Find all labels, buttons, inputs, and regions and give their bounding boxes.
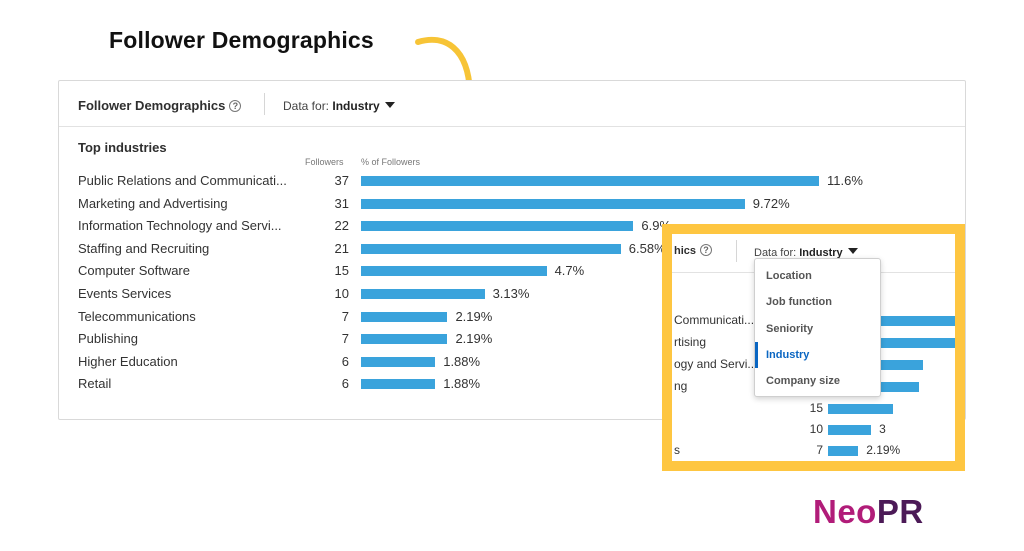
zoom-follower-count: 15 bbox=[809, 401, 823, 415]
follower-count: 7 bbox=[341, 331, 349, 347]
zoom-header-divider bbox=[736, 240, 737, 262]
follower-count: 6 bbox=[341, 353, 349, 369]
zoom-industry-name: rtising bbox=[674, 335, 707, 349]
zoom-percent-bar bbox=[828, 338, 955, 348]
percent-bar bbox=[361, 356, 436, 367]
percent-label: 2.19% bbox=[455, 331, 493, 347]
menu-option-seniority[interactable]: Seniority bbox=[766, 322, 814, 335]
follower-count: 31 bbox=[334, 195, 349, 211]
neopr-logo: NeoPR bbox=[813, 494, 924, 530]
zoom-industry-name: ng bbox=[674, 379, 688, 393]
follower-count: 15 bbox=[334, 263, 349, 279]
data-for-dropdown[interactable]: Data for: Industry bbox=[283, 99, 395, 113]
zoom-industry-row: rtising bbox=[672, 335, 955, 351]
percent-label: 4.7% bbox=[554, 263, 585, 279]
zoom-percent-bar bbox=[828, 404, 893, 414]
industry-name: Higher Education bbox=[78, 353, 178, 369]
data-for-value: Industry bbox=[332, 99, 380, 113]
percent-bar bbox=[361, 176, 819, 186]
industry-row: Publishing 7 2.19% bbox=[59, 331, 959, 347]
zoom-percent-label: 3 bbox=[879, 422, 886, 436]
zoom-industry-name: Communicati... bbox=[674, 313, 755, 327]
logo-pr: PR bbox=[876, 493, 924, 530]
follower-count: 7 bbox=[341, 308, 349, 324]
zoom-percent-bar bbox=[828, 446, 859, 456]
zoom-percent-bar bbox=[828, 425, 872, 435]
card-header: Follower Demographics? Data for: Industr… bbox=[59, 81, 965, 127]
percent-label: 6.58% bbox=[628, 240, 666, 256]
industry-name: Staffing and Recruiting bbox=[78, 240, 210, 256]
menu-option-location[interactable]: Location bbox=[766, 270, 812, 282]
data-for-label: Data for: bbox=[283, 99, 330, 113]
section-title: Top industries bbox=[78, 140, 167, 155]
industry-row: Staffing and Recruiting 21 6.58% bbox=[59, 241, 959, 257]
industry-name: Telecommunications bbox=[78, 308, 196, 324]
follower-count: 6 bbox=[341, 376, 349, 392]
industry-row: Computer Software 15 4.7% bbox=[59, 263, 959, 279]
industry-name: Events Services bbox=[78, 286, 172, 301]
industry-row: Higher Education 6 1.88% bbox=[59, 354, 959, 370]
zoom-industry-row: s 7 2.19% bbox=[672, 443, 955, 459]
zoom-follower-count: 10 bbox=[809, 422, 823, 436]
logo-neo: Neo bbox=[813, 493, 877, 530]
zoom-title-text: hics bbox=[674, 245, 697, 257]
industry-row: Telecommunications 7 2.19% bbox=[59, 309, 959, 325]
data-for-menu: Location Job function Seniority Industry Com… bbox=[754, 258, 881, 397]
percent-bar bbox=[361, 266, 547, 277]
card-title-text: Follower Demographics bbox=[78, 98, 226, 113]
caret-down-icon bbox=[384, 102, 395, 108]
percent-label: 11.6% bbox=[827, 173, 863, 188]
followers-column-header: Followers bbox=[305, 157, 344, 167]
percent-bar bbox=[361, 379, 436, 390]
menu-option-company-size[interactable]: Company size bbox=[766, 375, 840, 388]
zoom-industry-row: Communicati... bbox=[672, 313, 955, 329]
zoom-data-for-label: Data for: bbox=[754, 247, 797, 259]
industry-name: Publishing bbox=[78, 331, 138, 347]
zoom-percent-label: 2.19% bbox=[866, 443, 901, 457]
percent-bar bbox=[361, 334, 448, 345]
percent-bar bbox=[361, 221, 634, 232]
zoom-follower-count: 7 bbox=[816, 443, 823, 457]
zoom-percent-bar bbox=[828, 316, 955, 326]
percent-bar bbox=[361, 243, 621, 254]
menu-option-job-function[interactable]: Job function bbox=[766, 296, 832, 309]
industry-row: Marketing and Advertising 31 9.72% bbox=[59, 196, 959, 212]
card-title: Follower Demographics? bbox=[78, 98, 242, 113]
industry-name: Retail bbox=[78, 376, 112, 392]
percent-label: 1.88% bbox=[443, 376, 481, 392]
zoom-industry-name: ogy and Servi... bbox=[674, 357, 758, 371]
zoom-industry-name: s bbox=[674, 443, 680, 457]
zoom-data-for-dropdown[interactable]: Data for: Industry bbox=[754, 247, 858, 259]
follower-count: 10 bbox=[334, 286, 349, 301]
percent-label: 1.88% bbox=[443, 353, 481, 369]
follower-count: 21 bbox=[334, 240, 349, 256]
percent-bar bbox=[361, 198, 745, 209]
industry-row: Events Services 10 3.13% bbox=[59, 286, 959, 302]
zoom-help-icon[interactable]: ? bbox=[700, 244, 713, 256]
industry-name: Public Relations and Communicati... bbox=[78, 173, 287, 188]
header-divider bbox=[264, 93, 265, 115]
follower-count: 37 bbox=[334, 173, 349, 188]
pct-column-header: % of Followers bbox=[361, 157, 421, 167]
percent-bar bbox=[361, 289, 485, 299]
industry-name: Marketing and Advertising bbox=[78, 195, 228, 211]
percent-bar bbox=[361, 311, 448, 322]
percent-label: 2.19% bbox=[455, 308, 493, 324]
industry-row: Public Relations and Communicati... 37 11.… bbox=[59, 173, 959, 189]
headline: Follower Demographics bbox=[109, 27, 374, 53]
percent-label: 3.13% bbox=[492, 286, 530, 301]
zoomed-callout: hics? Data for: Industry rs Communicati.… bbox=[662, 224, 965, 471]
help-icon[interactable]: ? bbox=[229, 100, 242, 112]
zoom-caret-down-icon bbox=[847, 248, 858, 254]
industry-row: Retail 6 1.88% bbox=[59, 376, 959, 392]
zoom-industry-row: 10 3 bbox=[672, 422, 955, 438]
zoom-data-for-value: Industry bbox=[799, 247, 843, 259]
menu-option-industry[interactable]: Industry bbox=[755, 341, 880, 368]
follower-count: 22 bbox=[334, 218, 349, 234]
zoom-industry-row: 15 bbox=[672, 401, 955, 417]
industry-name: Information Technology and Servi... bbox=[78, 218, 282, 234]
zoom-title-fragment: hics? bbox=[674, 244, 713, 257]
percent-label: 9.72% bbox=[752, 195, 790, 211]
industry-name: Computer Software bbox=[78, 263, 190, 279]
